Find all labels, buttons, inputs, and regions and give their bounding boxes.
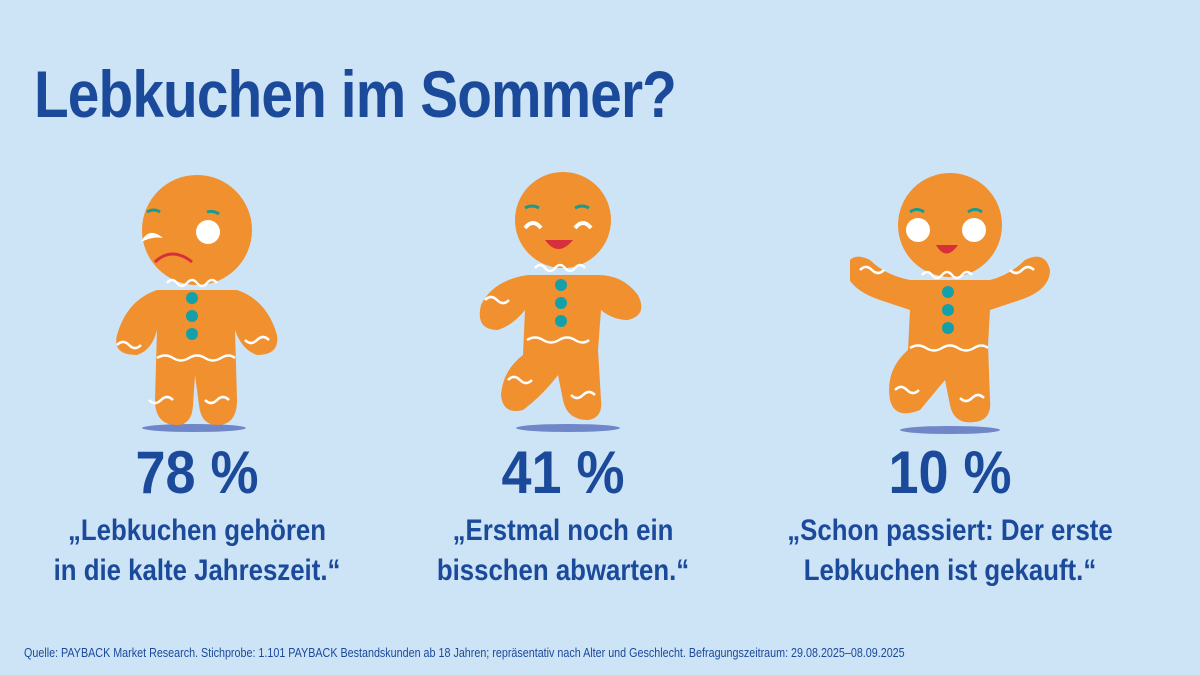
source-footnote: Quelle: PAYBACK Market Research. Stichpr… [24,646,905,660]
quote-line-2: Lebkuchen ist gekauft.“ [803,554,1097,587]
stat-column-3: 10 % „Schon passiert: Der erste Lebkuche… [740,170,1160,591]
worried-gingerbread-man-icon [116,175,278,432]
quote-line-1: „Lebkuchen gehören [67,514,327,547]
quote-line-2: bisschen abwarten.“ [436,554,690,587]
page-title: Lebkuchen im Sommer? [34,57,677,131]
stat-column-1: 78 % „Lebkuchen gehören in die kalte Jah… [0,170,407,591]
quote-line-2: in die kalte Jahreszeit.“ [53,554,341,587]
smiling-gingerbread-man-icon [479,172,642,432]
percent-value: 41 % [501,439,625,506]
happy-gingerbread-man-icon [850,173,1050,434]
quote-line-1: „Schon passiert: Der erste [787,514,1113,547]
percent-value: 10 % [888,439,1012,506]
stat-column-2: 41 % „Erstmal noch ein bisschen abwarten… [353,170,773,591]
quote-line-1: „Erstmal noch ein [452,514,674,547]
percent-value: 78 % [135,439,259,506]
